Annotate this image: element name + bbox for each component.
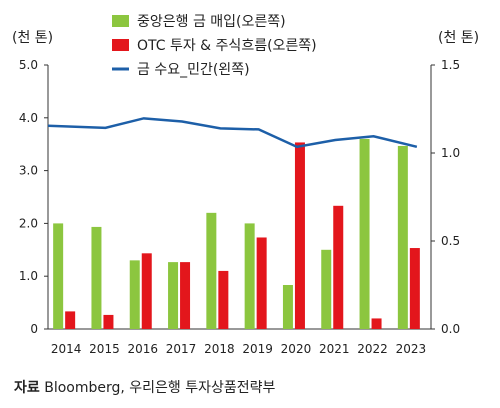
- bar-otc-2017: [180, 262, 191, 329]
- line-private-demand: [47, 117, 418, 149]
- x-tick-label: 2014: [51, 342, 82, 356]
- right-axis-unit: (천 톤): [438, 30, 479, 46]
- left-tick-label: 0: [30, 322, 38, 336]
- left-tick-label: 1.0: [19, 269, 38, 283]
- bar-otc-2021: [333, 205, 344, 329]
- left-tick-label: 4.0: [19, 111, 38, 125]
- bar-central-bank-2020: [282, 285, 293, 329]
- legend-swatch: [112, 15, 129, 27]
- bar-otc-2020: [294, 142, 305, 329]
- x-tick-label: 2023: [396, 342, 427, 356]
- right-tick-label: 1.0: [441, 146, 460, 160]
- left-tick-label: 3.0: [19, 164, 38, 178]
- right-tick-label: 0.0: [441, 322, 460, 336]
- legend: 중앙은행 금 매입(오른쪽) OTC 투자 & 주식흐름(오른쪽) 금 수요_민간(…: [112, 14, 317, 78]
- bar-central-bank-2015: [91, 226, 102, 329]
- legend-swatch: [112, 39, 129, 51]
- bar-otc-2019: [256, 237, 267, 329]
- legend-label: 금 수요_민간(왼쪽): [137, 62, 250, 78]
- bar-central-bank-2019: [244, 223, 255, 329]
- bar-central-bank-2014: [53, 223, 64, 329]
- x-tick-label: 2018: [204, 342, 235, 356]
- legend-label: 중앙은행 금 매입(오른쪽): [137, 14, 286, 30]
- x-tick-label: 2016: [127, 342, 158, 356]
- legend-label: OTC 투자 & 주식흐름(오른쪽): [137, 38, 317, 54]
- bar-otc-2016: [141, 253, 152, 329]
- bar-central-bank-2018: [206, 212, 217, 329]
- x-tick-label: 2022: [357, 342, 388, 356]
- bar-otc-2022: [371, 318, 382, 329]
- source-note: 자료 Bloomberg, 우리은행 투자상품전략부: [14, 377, 275, 397]
- left-tick-label: 5.0: [19, 58, 38, 72]
- x-tick-label: 2021: [319, 342, 350, 356]
- right-tick-label: 0.5: [441, 234, 460, 248]
- bar-central-bank-2023: [397, 145, 408, 329]
- left-tick-label: 2.0: [19, 216, 38, 230]
- plot-area: 0 1.0 2.0 3.0 4.0 5.0 0.0 0.5 1.0 1.5 2014 2015 2016…: [19, 58, 460, 356]
- bar-central-bank-2021: [321, 249, 332, 329]
- source-label: 자료: [14, 380, 40, 396]
- x-tick-label: 2015: [89, 342, 120, 356]
- bar-otc-2023: [409, 248, 420, 329]
- bar-central-bank-2022: [359, 138, 370, 329]
- bar-central-bank-2017: [168, 262, 179, 329]
- left-axis-unit: (천 톤): [12, 30, 53, 46]
- bar-otc-2014: [65, 311, 76, 329]
- source-text: Bloomberg, 우리은행 투자상품전략부: [44, 380, 276, 396]
- x-tick-label: 2017: [166, 342, 197, 356]
- right-tick-label: 1.5: [441, 58, 460, 72]
- bar-central-bank-2016: [129, 260, 140, 329]
- x-tick-label: 2019: [242, 342, 273, 356]
- bar-otc-2018: [218, 270, 229, 329]
- x-tick-label: 2020: [281, 342, 312, 356]
- bar-otc-2015: [103, 314, 114, 329]
